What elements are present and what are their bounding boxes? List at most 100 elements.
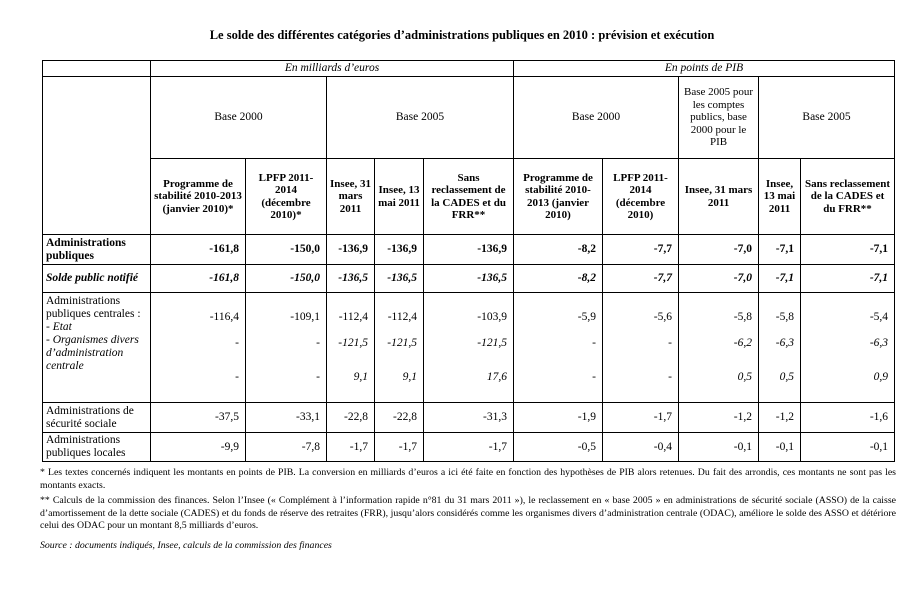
data-value: -116,4 (209, 311, 239, 323)
base-header: Base 2005 (325, 76, 515, 159)
data-cell: -136,9 (374, 234, 424, 265)
data-cell: -0,4 (602, 432, 680, 462)
unit-header-row: En milliards d’euros En points de PIB (42, 60, 896, 77)
row-label: Administrations publiques locales (42, 432, 151, 462)
page-title: Le solde des différentes catégories d’ad… (209, 28, 715, 42)
data-cell: -0,1 (758, 432, 802, 462)
data-value: -109,1 (290, 311, 320, 323)
data-value: - (668, 337, 673, 349)
data-cell: -7,0 (678, 234, 760, 265)
data-cell: -109,1 - - (245, 292, 327, 403)
table-row-solde-public-notifie: Solde public notifié -161,8 -150,0 -136,… (42, 264, 896, 293)
column-header: Insee, 31 mars 2011 (678, 158, 760, 235)
base-header: Base 2005 (758, 76, 896, 159)
row-label-line: Administrations publiques centrales : (46, 295, 141, 320)
table-row-administrations-locales: Administrations publiques locales -9,9 -… (42, 432, 896, 462)
data-cell: -161,8 (150, 234, 246, 265)
data-cell: -22,8 (374, 402, 424, 433)
data-value: -5,8 (775, 311, 795, 323)
base-header-row: Base 2000 Base 2005 Base 2000 Base 2005 … (42, 76, 896, 235)
data-value: - (592, 371, 597, 383)
data-value: -121,5 (387, 337, 417, 349)
data-value: -121,5 (477, 337, 508, 349)
data-value: 0,9 (873, 371, 889, 383)
data-cell: -5,4 -6,3 0,9 (800, 292, 896, 403)
base-header: Base 2000 (513, 76, 680, 159)
corner-cell (42, 76, 151, 235)
base-header: Base 2005 pour les comptes publics, base… (678, 76, 760, 159)
data-cell: -5,8 -6,3 0,5 (758, 292, 802, 403)
data-cell: -8,2 (513, 234, 604, 265)
data-cell: -9,9 (150, 432, 246, 462)
data-cell: -5,6 - - (602, 292, 680, 403)
data-value: -112,4 (387, 311, 417, 323)
column-header-row: Programme de stabilité 2010-2013 (janvie… (43, 158, 896, 235)
data-cell: -7,1 (800, 234, 896, 265)
column-header: Sans reclassement de la CADES et du FRR*… (800, 158, 896, 235)
footnotes-block: * Les textes concernés indiquent les mon… (40, 467, 896, 552)
data-value: -6,3 (869, 337, 889, 349)
data-value: -5,4 (869, 311, 889, 323)
data-value: - (235, 371, 239, 383)
row-label-line: - Etat (46, 321, 72, 333)
data-cell: -0,5 (513, 432, 604, 462)
data-value: -103,9 (477, 311, 508, 323)
data-value: 0,5 (737, 371, 753, 383)
row-label: Solde public notifié (42, 264, 151, 293)
data-cell: -1,7 (374, 432, 424, 462)
data-value: 9,1 (353, 371, 368, 383)
row-label-line: - Organismes divers d’administration cen… (46, 334, 139, 372)
corner-cell (42, 60, 151, 77)
column-header: Insee, 31 mars 2011 (326, 158, 375, 235)
data-value: -5,8 (733, 311, 753, 323)
data-value: 0,5 (779, 371, 795, 383)
data-cell: -33,1 (245, 402, 327, 433)
source-line: Source : documents indiqués, Insee, calc… (40, 539, 332, 551)
data-value: -6,3 (775, 337, 795, 349)
document-page: Le solde des différentes catégories d’ad… (40, 28, 896, 552)
unit-header-euros: En milliards d’euros (149, 60, 515, 77)
data-cell: -5,8 -6,2 0,5 (678, 292, 760, 403)
data-value: - (668, 371, 673, 383)
data-value: -121,5 (338, 337, 368, 349)
row-label: Administrations publiques centrales : - … (42, 292, 151, 403)
row-label: Administrations de sécurité sociale (42, 402, 151, 433)
data-cell: -0,1 (678, 432, 760, 462)
solde-table: En milliards d’euros En points de PIB Ba… (42, 60, 896, 462)
data-cell: -1,2 (758, 402, 802, 433)
data-cell: -112,4 -121,5 9,1 (374, 292, 424, 403)
data-cell: -112,4 -121,5 9,1 (326, 292, 375, 403)
data-cell: -5,9 - - (513, 292, 604, 403)
data-value: - (235, 337, 239, 349)
data-value: -112,4 (338, 311, 368, 323)
data-cell: -31,3 (422, 402, 515, 433)
data-cell: -1,7 (326, 432, 375, 462)
data-value: -6,2 (733, 337, 753, 349)
column-header: Programme de stabilité 2010-2013 (janvie… (513, 158, 604, 235)
data-cell: -1,9 (513, 402, 604, 433)
row-label: Administrations publiques (42, 234, 151, 265)
base-header: Base 2000 (150, 76, 327, 159)
data-value: -5,6 (653, 311, 673, 323)
data-cell: -37,5 (150, 402, 246, 433)
footnote-asterisk: * Les textes concernés indiquent les mon… (40, 467, 896, 491)
column-header: Programme de stabilité 2010-2013 (janvie… (150, 158, 246, 235)
data-value: - (316, 371, 320, 383)
data-value: -5,9 (577, 311, 597, 323)
data-cell: -7,0 (678, 264, 760, 293)
data-cell: -150,0 (245, 264, 327, 293)
data-cell: -1,7 (422, 432, 515, 462)
data-cell: -7,7 (602, 234, 680, 265)
data-cell: -22,8 (326, 402, 375, 433)
column-header: Insee, 13 mai 2011 (758, 158, 802, 235)
data-cell: -116,4 - - (150, 292, 246, 403)
data-value: 17,6 (486, 371, 508, 383)
column-header: LPFP 2011-2014 (décembre 2010) (602, 158, 680, 235)
data-cell: -7,7 (602, 264, 680, 293)
data-cell: -7,1 (758, 264, 802, 293)
data-cell: -7,8 (245, 432, 327, 462)
column-header: Insee, 13 mai 2011 (374, 158, 424, 235)
table-row-administrations-centrales: Administrations publiques centrales : - … (42, 292, 896, 403)
data-cell: -1,2 (678, 402, 760, 433)
data-cell: -136,9 (326, 234, 375, 265)
